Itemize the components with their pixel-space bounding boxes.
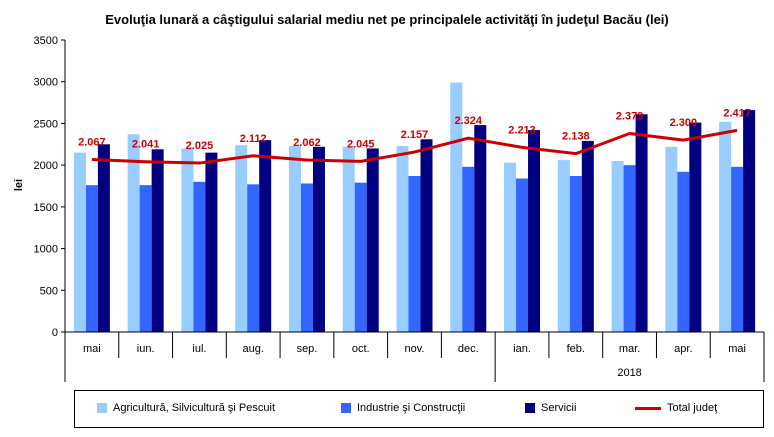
total-label-10: 2.379 (616, 111, 644, 123)
bar-s1-1 (139, 185, 152, 332)
bar-s2-11 (689, 122, 702, 332)
x-tick-label-3: aug. (242, 343, 263, 355)
year-group-label: 2018 (617, 367, 641, 379)
total-label-4: 2.062 (293, 137, 321, 149)
bar-s1-8 (516, 178, 529, 332)
y-tick-label-2: 1000 (34, 244, 58, 256)
bar-s0-9 (557, 160, 570, 332)
legend-item-total: Total judeţ (635, 402, 717, 414)
chart-title: Evoluţia lunară a câştigului salarial me… (105, 12, 669, 27)
legend: Agricultură, Silvicultură şi Pescuit Ind… (74, 390, 764, 428)
bar-s1-2 (193, 181, 206, 332)
bar-s2-1 (151, 149, 164, 332)
total-label-2: 2.025 (186, 140, 214, 152)
x-tick-label-0: mai (83, 343, 101, 355)
y-tick-label-4: 2000 (34, 160, 58, 172)
y-axis-label: lei (13, 179, 25, 191)
bar-s0-10 (611, 160, 624, 332)
y-tick-label-0: 0 (52, 327, 58, 339)
bar-s0-0 (73, 152, 86, 332)
legend-item-servicii: Servicii (525, 402, 576, 414)
x-tick-label-4: sep. (297, 343, 318, 355)
total-label-9: 2.138 (562, 131, 590, 143)
bar-s1-6 (408, 175, 421, 332)
total-label-3: 2.112 (240, 133, 267, 145)
bar-s0-11 (665, 146, 678, 332)
total-label-5: 2.045 (347, 138, 375, 150)
x-tick-label-12: mai (728, 343, 746, 355)
bar-s1-3 (247, 184, 260, 332)
bar-s2-0 (97, 144, 110, 332)
x-tick-label-1: iun. (137, 343, 155, 355)
y-tick-label-6: 3000 (34, 77, 58, 89)
bar-s2-9 (581, 140, 594, 332)
x-tick-label-9: feb. (567, 343, 585, 355)
legend-item-industrie: Industrie şi Construcţii (341, 402, 465, 414)
x-tick-label-8: ian. (513, 343, 531, 355)
bar-s1-12 (731, 166, 744, 332)
bar-s2-6 (420, 139, 433, 332)
y-tick-label-7: 3500 (34, 35, 58, 47)
bar-s0-1 (127, 134, 140, 332)
x-tick-label-7: dec. (458, 343, 479, 355)
bar-s2-12 (743, 110, 756, 332)
bar-s2-7 (474, 125, 487, 333)
bar-s0-4 (288, 145, 301, 332)
legend-item-agricultura: Agricultură, Silvicultură şi Pescuit (97, 402, 275, 414)
legend-label-industrie: Industrie şi Construcţii (357, 402, 466, 414)
chart-area: lei 0 500 1000 1500 2000 2500 3000 3500 2.067 2.0… (13, 35, 765, 382)
y-tick-label-1: 500 (40, 285, 58, 297)
bar-s0-8 (504, 162, 517, 332)
x-tick-label-2: iul. (192, 343, 206, 355)
bar-s1-7 (462, 166, 475, 332)
y-tick-label-3: 1500 (34, 202, 58, 214)
bar-s1-11 (677, 171, 690, 332)
x-tick-label-5: oct. (352, 343, 370, 355)
x-tick-label-6: nov. (405, 343, 425, 355)
total-label-12: 2.417 (723, 107, 751, 119)
bar-s0-7 (450, 82, 463, 332)
bar-s0-3 (235, 145, 248, 332)
total-label-11: 2.300 (670, 117, 698, 129)
bar-s2-5 (366, 148, 379, 332)
bar-s2-8 (528, 130, 541, 332)
bar-s2-2 (205, 152, 218, 332)
legend-swatch-agricultura (97, 403, 107, 413)
total-label-8: 2.213 (508, 124, 536, 136)
y-tick-label-5: 2500 (34, 118, 58, 130)
legend-label-servicii: Servicii (541, 402, 577, 414)
legend-label-agricultura: Agricultură, Silvicultură şi Pescuit (113, 402, 276, 414)
bar-s0-12 (719, 121, 732, 332)
legend-label-total: Total judeţ (667, 402, 718, 414)
bar-s0-2 (181, 148, 194, 332)
legend-swatch-servicii (525, 403, 535, 413)
x-tick-label-10: mar. (619, 343, 640, 355)
bar-s0-5 (342, 146, 355, 332)
bar-s0-6 (396, 145, 409, 332)
total-label-6: 2.157 (401, 129, 429, 141)
total-label-0: 2.067 (78, 137, 106, 149)
legend-line-total (635, 406, 661, 410)
x-tick-label-11: apr. (674, 343, 692, 355)
total-label-1: 2.041 (132, 139, 160, 151)
total-label-7: 2.324 (455, 115, 483, 127)
bar-s2-3 (259, 140, 272, 332)
bar-s1-0 (85, 185, 98, 332)
bar-s1-5 (354, 182, 367, 332)
bar-s1-10 (623, 165, 636, 332)
total-line (91, 128, 738, 165)
bar-s2-4 (312, 146, 325, 332)
bar-s1-9 (569, 175, 582, 332)
bar-s2-10 (635, 114, 648, 332)
legend-swatch-industrie (341, 403, 351, 413)
bar-s1-4 (300, 183, 313, 332)
